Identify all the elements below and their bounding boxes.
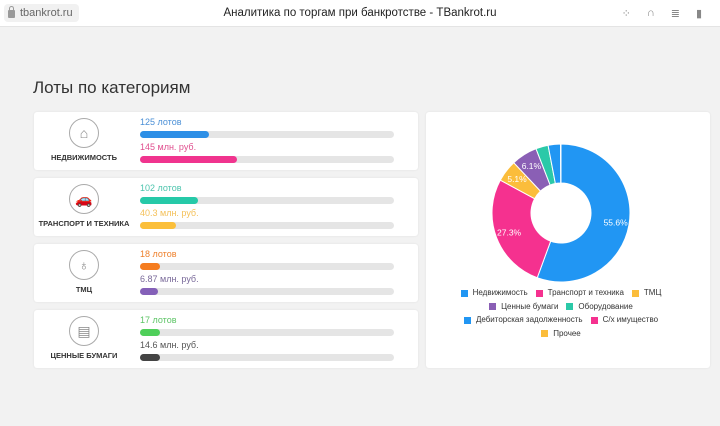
slice-label: 27.3%: [497, 228, 522, 238]
headphones-icon[interactable]: ∩: [646, 7, 655, 19]
legend-item[interactable]: С/х имущество: [590, 314, 659, 326]
legend-item[interactable]: Дебиторская задолженность: [463, 314, 583, 326]
legend-item[interactable]: Оборудование: [566, 301, 633, 313]
category-name: НЕДВИЖИМОСТЬ: [50, 153, 118, 162]
category-name: ТРАНСПОРТ И ТЕХНИКА: [38, 219, 130, 228]
donut-chart: 55.6% 27.3% 5.1% 6.1%: [491, 143, 631, 283]
page-title: Лоты по категориям: [33, 78, 191, 97]
reader-icon[interactable]: ≣: [670, 8, 680, 20]
sum-value: 14.6 млн. руб.: [140, 340, 199, 350]
category-card[interactable]: 🚗 ТРАНСПОРТ И ТЕХНИКА 102 лотов 40.3 млн…: [34, 178, 418, 236]
lots-bar: [140, 263, 394, 270]
donut-slice[interactable]: [491, 179, 552, 279]
apps-icon[interactable]: ⁘: [621, 8, 631, 20]
sum-bar: [140, 288, 394, 295]
legend-label: Транспорт и техника: [547, 288, 624, 297]
url-text: tbankrot.ru: [20, 7, 73, 19]
legend-swatch: [541, 330, 549, 337]
legend-label: ТМЦ: [643, 288, 662, 297]
legend-item[interactable]: ТМЦ: [631, 287, 662, 299]
lots-count: 18 лотов: [140, 249, 177, 259]
bookmark-icon[interactable]: ▮: [695, 8, 702, 20]
sum-bar: [140, 156, 394, 163]
lock-icon: [8, 6, 15, 18]
sum-value: 40.3 млн. руб.: [140, 208, 199, 218]
slice-label: 55.6%: [604, 218, 629, 228]
legend-swatch: [590, 316, 598, 324]
car-icon: 🚗: [69, 184, 99, 214]
browser-bar: tbankrot.ru Аналитика по торгам при банк…: [0, 0, 720, 27]
category-card[interactable]: ▤ ЦЕННЫЕ БУМАГИ 17 лотов 14.6 млн. руб.: [34, 310, 418, 368]
legend-swatch: [566, 303, 574, 310]
legend-swatch: [631, 289, 639, 297]
donut-slice[interactable]: [536, 143, 631, 283]
url-field[interactable]: tbankrot.ru: [4, 4, 79, 22]
category-name: ЦЕННЫЕ БУМАГИ: [50, 351, 118, 360]
legend-item[interactable]: Прочее: [541, 328, 581, 340]
lots-count: 125 лотов: [140, 117, 182, 127]
legend-swatch: [489, 303, 497, 310]
lots-count: 17 лотов: [140, 315, 177, 325]
legend-swatch: [463, 316, 471, 324]
legend-label: Ценные бумаги: [501, 301, 559, 311]
legend-label: Дебиторская задолженность: [475, 315, 583, 324]
legend-item[interactable]: Транспорт и техника: [535, 287, 624, 299]
legend-item[interactable]: Ценные бумаги: [489, 301, 558, 313]
lots-bar: [140, 197, 394, 204]
legend-label: Недвижимость: [472, 288, 528, 297]
legend-swatch: [535, 289, 543, 297]
slice-label: 6.1%: [522, 161, 542, 171]
lots-bar: [140, 131, 394, 138]
sum-value: 6.87 млн. руб.: [140, 274, 199, 284]
lots-count: 102 лотов: [140, 183, 182, 193]
legend-label: Прочее: [553, 328, 581, 338]
legend-swatch: [460, 289, 468, 297]
category-card[interactable]: ♁ ТМЦ 18 лотов 6.87 млн. руб.: [34, 244, 418, 302]
legend-label: С/х имущество: [602, 315, 659, 324]
slice-label: 5.1%: [507, 174, 527, 184]
chart-legend: Недвижимость Транспорт и техника ТМЦ Ценные…: [426, 287, 696, 341]
chart-panel: 55.6% 27.3% 5.1% 6.1% Недвижимость Транспорт…: [426, 112, 710, 368]
legend-item[interactable]: Недвижимость: [460, 287, 528, 299]
lots-bar: [140, 329, 394, 336]
house-icon: ⌂: [69, 118, 99, 148]
window-title: Аналитика по торгам при банкротстве - TB…: [223, 7, 497, 19]
category-name: ТМЦ: [75, 285, 93, 294]
chair-icon: ♁: [69, 250, 99, 280]
legend-label: Оборудование: [578, 301, 633, 311]
sum-value: 145 млн. руб.: [140, 142, 197, 152]
category-card[interactable]: ⌂ НЕДВИЖИМОСТЬ 125 лотов 145 млн. руб.: [34, 112, 418, 170]
document-icon: ▤: [69, 316, 99, 346]
sum-bar: [140, 222, 394, 229]
sum-bar: [140, 354, 394, 361]
